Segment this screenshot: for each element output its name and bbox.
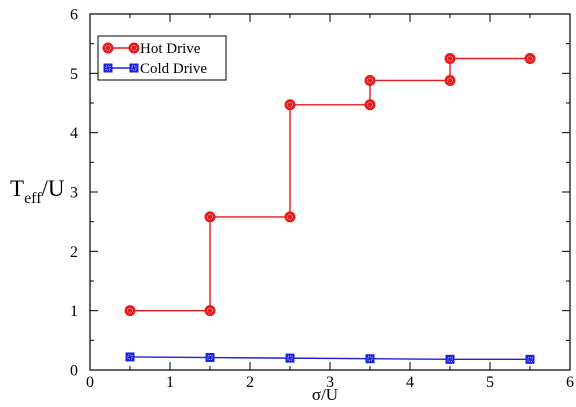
data-point [129,63,139,73]
y-axis-title-subscript: eff [24,190,42,207]
data-point-hatch [527,55,533,62]
data-point-hatch [207,214,213,220]
y-tick-label: 4 [70,125,78,142]
data-point-hatch [131,45,137,51]
data-point-hatch [207,355,213,360]
y-tick-label: 1 [70,303,78,320]
x-tick-label: 1 [166,374,174,391]
x-tick-label: 3 [326,374,334,391]
data-point [524,53,536,64]
y-tick-label: 2 [70,244,78,261]
data-point-hatch [447,55,453,62]
data-point [284,211,296,223]
x-tick-label: 0 [86,374,94,391]
data-point [365,354,375,364]
x-axis-title: σ/U [312,385,338,404]
data-point-hatch [127,307,133,314]
legend-label: Cold Drive [140,61,207,77]
x-tick-label: 4 [406,374,414,391]
data-point [205,353,215,363]
series-layer [124,53,536,364]
data-point [125,352,135,362]
series-line [130,57,530,312]
data-point [444,53,456,64]
data-point-hatch [207,307,213,314]
data-point-hatch [367,101,373,108]
data-point-hatch [287,355,293,361]
data-point-hatch [131,65,137,71]
data-point [103,63,113,73]
y-tick-label: 3 [70,185,78,202]
legend-box [97,35,227,81]
legend-label: Hot Drive [140,41,201,57]
data-point-hatch [447,77,453,84]
data-point [444,74,456,86]
y-axis-title: Teff/U [10,176,65,207]
axis-ticks: 0 1 2 3 4 5 6 0 1 2 3 4 5 6 [70,7,574,392]
series-cold-drive [125,352,535,364]
data-point-hatch [105,65,111,71]
data-point [364,74,376,86]
legend: Hot Drive Cold Drive [97,35,227,81]
data-point [285,353,295,363]
data-point [525,354,535,364]
series-hot-drive [124,53,536,317]
x-tick-label: 6 [566,374,574,391]
data-point [284,99,296,111]
legend-entry: Cold Drive [103,61,207,77]
y-tick-label: 6 [70,7,78,24]
y-tick-label: 0 [70,363,78,380]
data-point [128,42,140,54]
series-line [129,356,530,361]
data-point-hatch [287,101,293,108]
data-point [124,305,136,317]
data-point [204,305,216,317]
data-point-hatch [105,45,111,51]
x-tick-label: 5 [486,374,494,391]
data-point [102,42,114,54]
data-point-hatch [287,214,293,220]
y-axis-title-suffix: /U [42,176,65,201]
data-point-hatch [367,356,373,362]
data-point [445,354,455,364]
data-point-hatch [447,356,453,362]
y-axis-title-main: T [10,176,24,201]
data-point [204,211,216,223]
legend-entry: Hot Drive [102,41,201,57]
y-tick-label: 5 [70,66,78,83]
x-tick-label: 2 [246,374,254,391]
data-point [364,99,376,111]
data-point-hatch [527,356,533,362]
data-point-hatch [127,354,133,360]
data-point-hatch [367,77,373,84]
